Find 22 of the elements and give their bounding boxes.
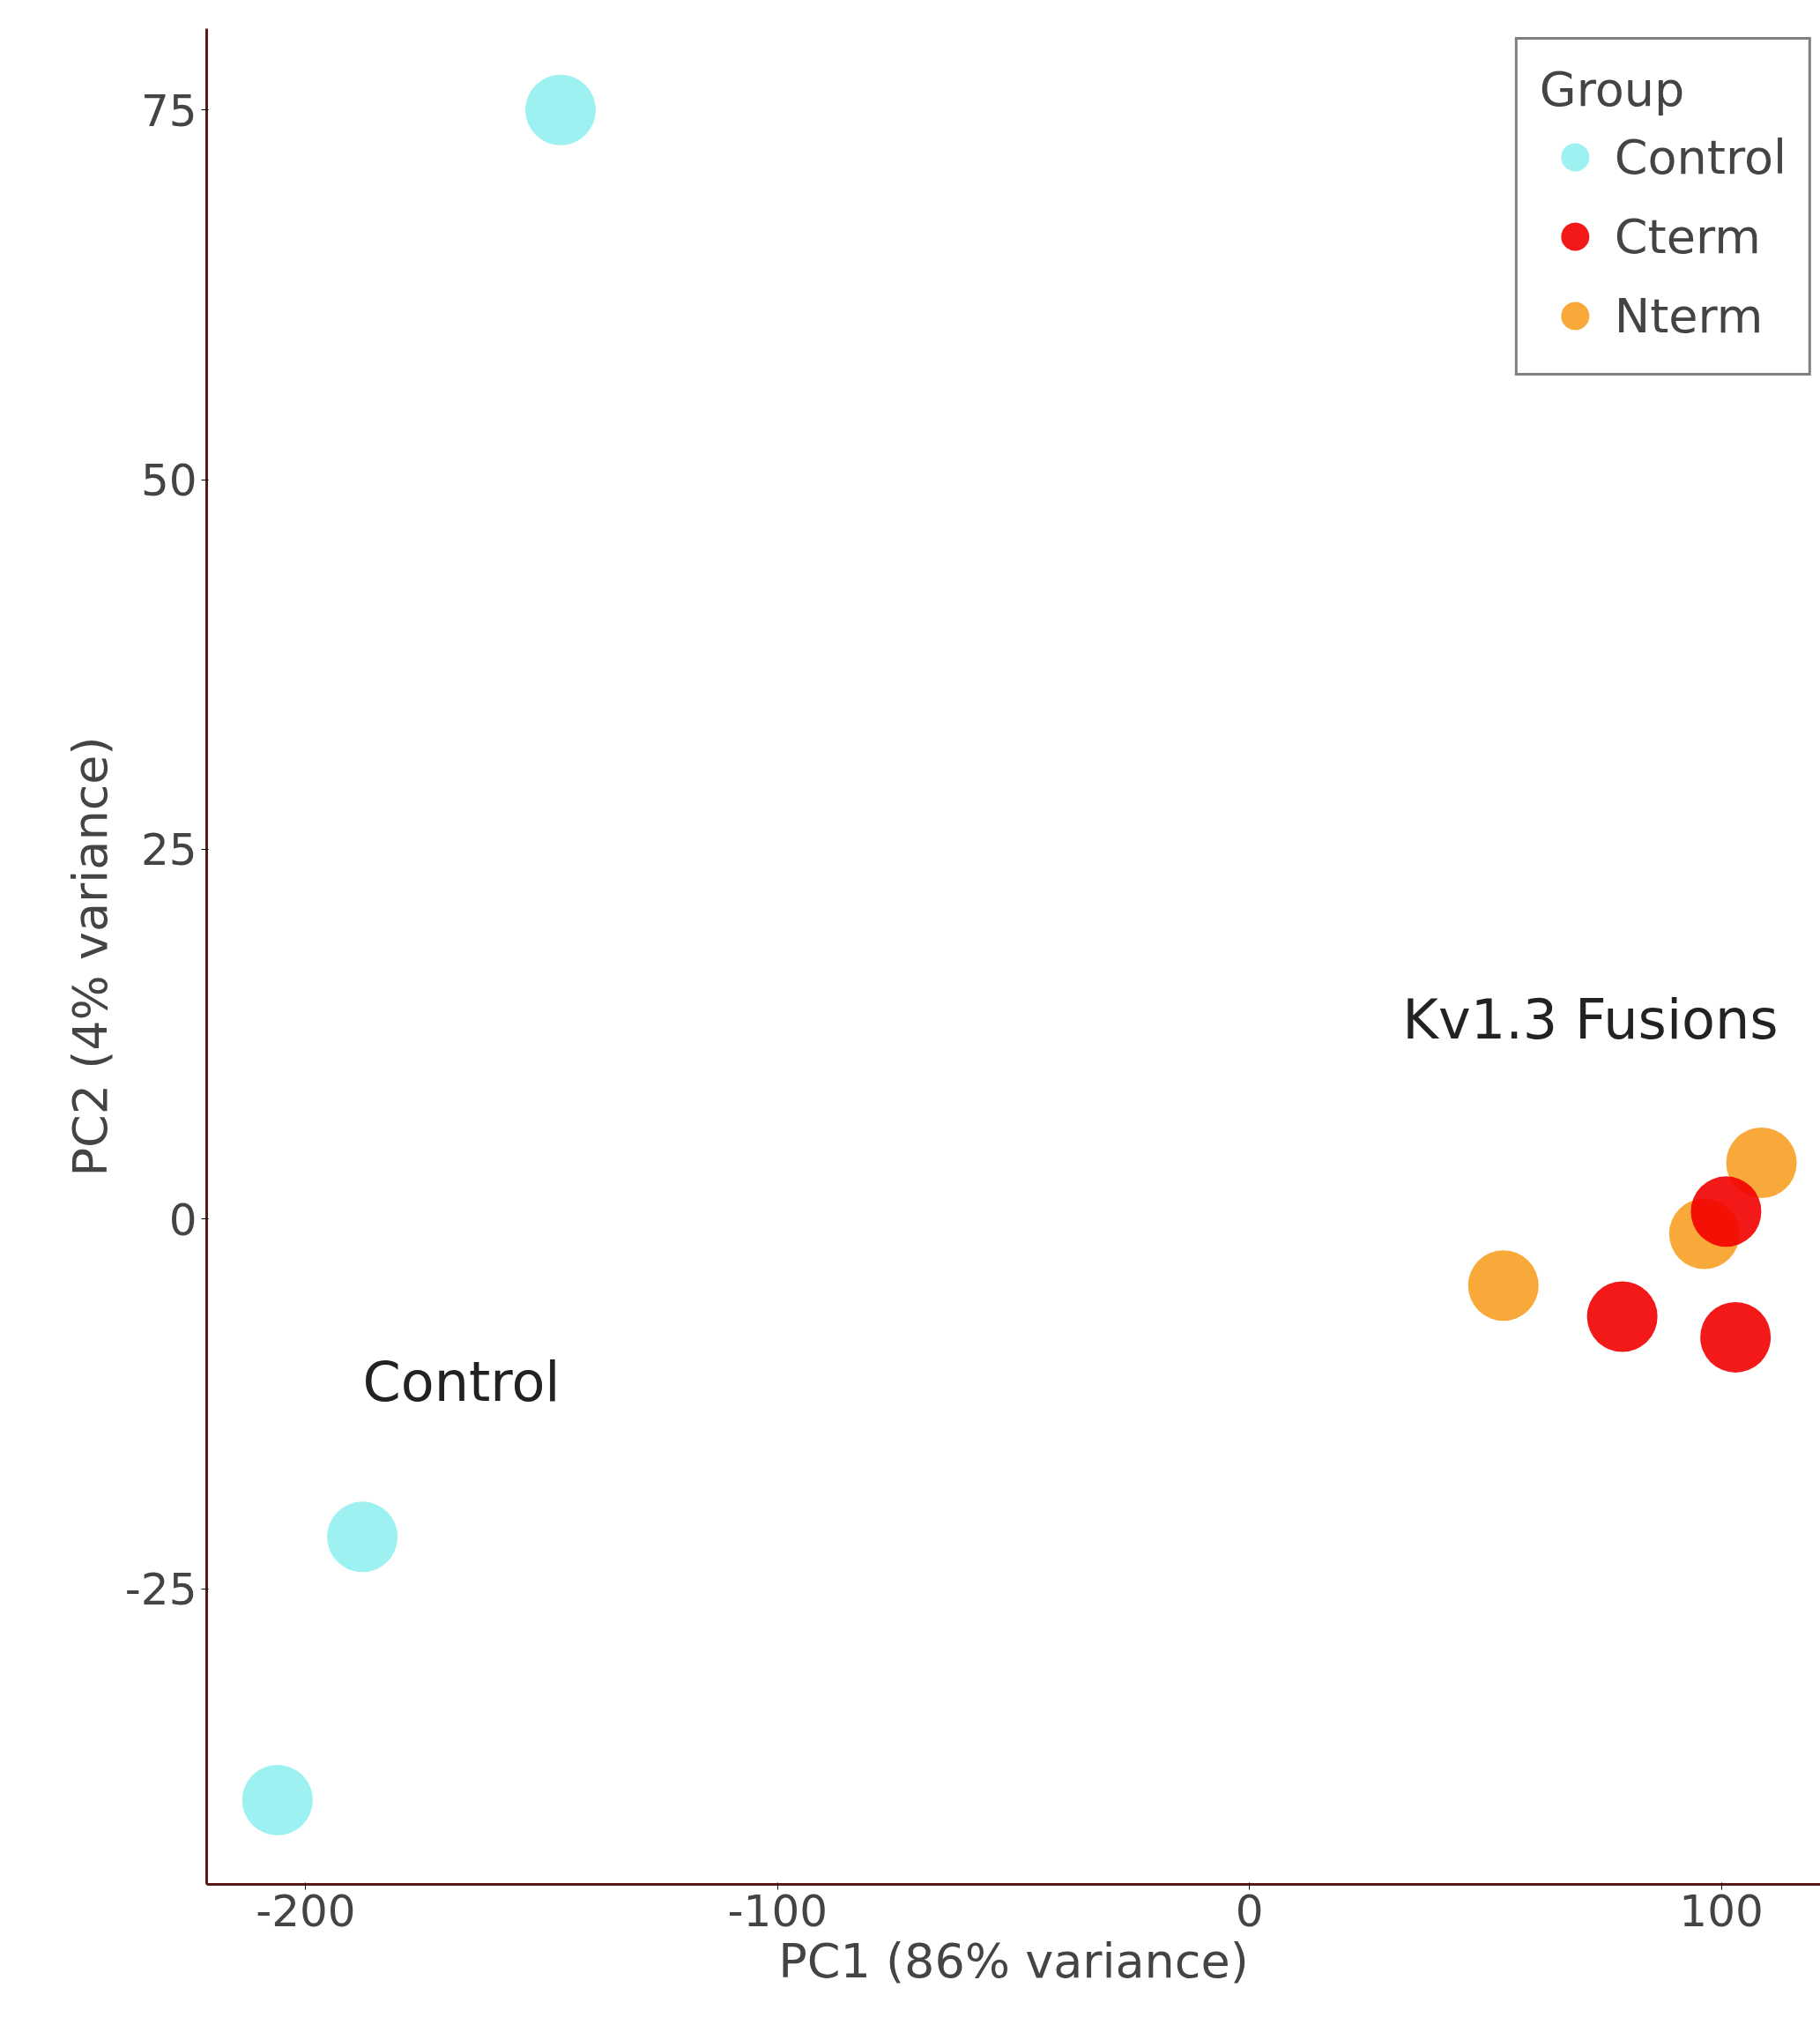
x-tick-label: -200 [256, 1885, 356, 1937]
y-tick-label: 50 [140, 455, 197, 507]
y-tick-label: 25 [140, 824, 197, 876]
point [1726, 1128, 1797, 1198]
y-tick-label: 0 [168, 1194, 197, 1246]
annotation: Kv1.3 Fusions [1402, 987, 1779, 1052]
y-tick-label: 75 [140, 85, 197, 137]
legend-title: Group [1539, 62, 1686, 117]
point [1586, 1281, 1658, 1352]
point [1700, 1301, 1772, 1373]
point [1690, 1176, 1762, 1247]
annotation: Control [362, 1350, 561, 1414]
legend-label: Control [1614, 129, 1787, 185]
point [1467, 1250, 1539, 1321]
x-tick-label: 100 [1679, 1885, 1764, 1937]
point [327, 1501, 398, 1573]
point [241, 1764, 313, 1835]
legend-label: Cterm [1614, 208, 1761, 264]
y-tick-label: -25 [124, 1564, 197, 1616]
y-axis-title: PC2 (4% variance) [62, 736, 118, 1177]
legend-label: Nterm [1614, 287, 1764, 344]
point [525, 74, 597, 145]
